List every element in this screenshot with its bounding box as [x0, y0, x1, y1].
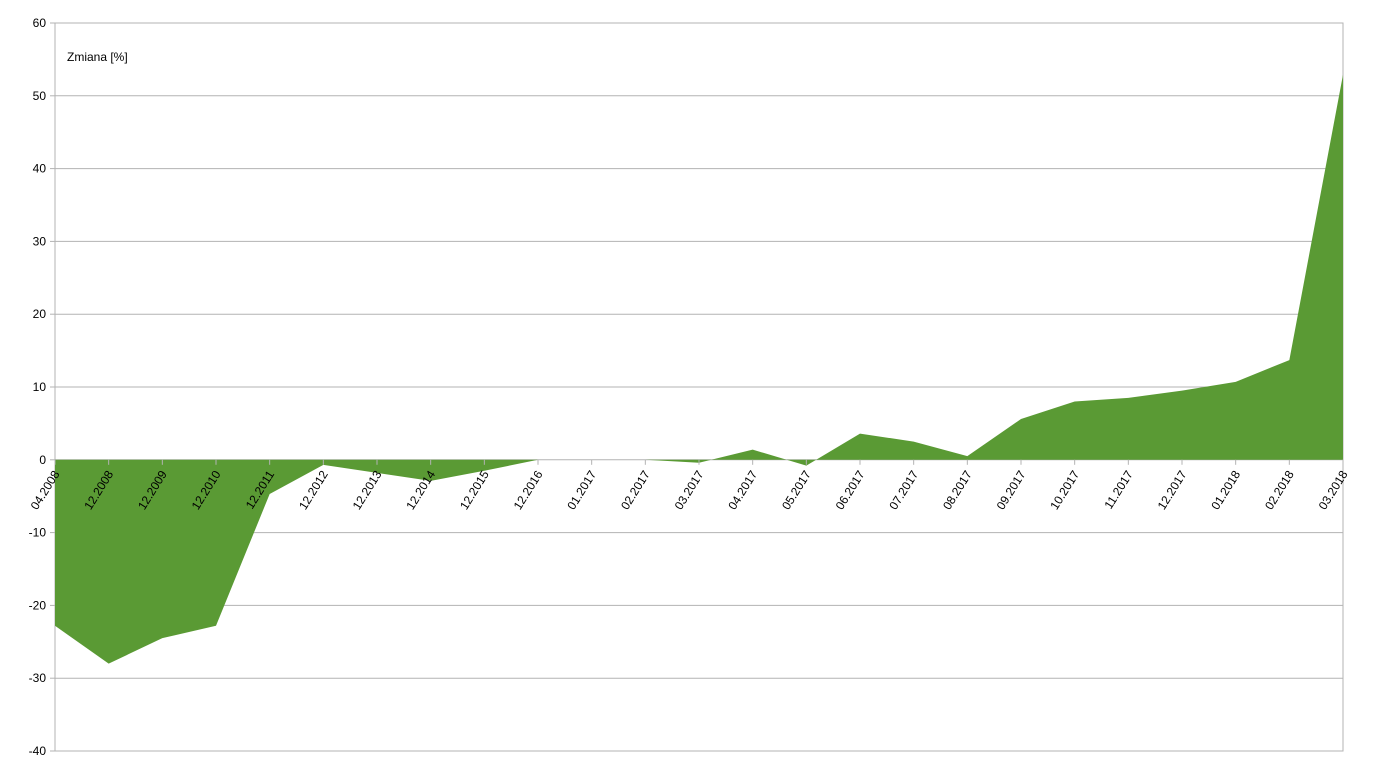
y-tick-label: 0 — [39, 453, 46, 467]
x-tick-label: 01.2017 — [564, 468, 599, 512]
x-tick-label: 02.2017 — [618, 468, 653, 512]
y-tick-label: 30 — [33, 234, 47, 248]
x-tick-label: 12.2016 — [511, 468, 546, 512]
x-tick-label: 06.2017 — [833, 468, 868, 512]
x-tick-label: 07.2017 — [886, 468, 921, 512]
x-tick-label: 02.2018 — [1262, 468, 1297, 512]
x-tick-label: 05.2017 — [779, 468, 814, 512]
x-tick-label: 12.2017 — [1155, 468, 1190, 512]
y-tick-label: 10 — [33, 380, 47, 394]
x-tick-label: 10.2017 — [1047, 468, 1082, 512]
x-tick-label: 03.2017 — [672, 468, 707, 512]
annotation: Zmiana [%] — [67, 50, 128, 64]
x-tick-label: 03.2018 — [1316, 468, 1351, 512]
y-tick-label: 40 — [33, 162, 47, 176]
y-tick-label: 20 — [33, 307, 47, 321]
x-tick-label: 04.2017 — [725, 468, 760, 512]
y-tick-label: 50 — [33, 89, 47, 103]
x-tick-label: 12.2013 — [350, 468, 385, 512]
y-tick-label: -40 — [29, 744, 47, 758]
y-tick-label: 60 — [33, 16, 47, 30]
x-tick-label: 11.2017 — [1101, 468, 1136, 512]
y-tick-label: -20 — [29, 598, 47, 612]
y-tick-label: -30 — [29, 671, 47, 685]
y-tick-label: -10 — [29, 526, 47, 540]
area — [55, 74, 1343, 664]
x-tick-label: 09.2017 — [994, 468, 1029, 512]
x-tick-label: 01.2018 — [1208, 468, 1243, 512]
x-tick-label: 08.2017 — [940, 468, 975, 512]
